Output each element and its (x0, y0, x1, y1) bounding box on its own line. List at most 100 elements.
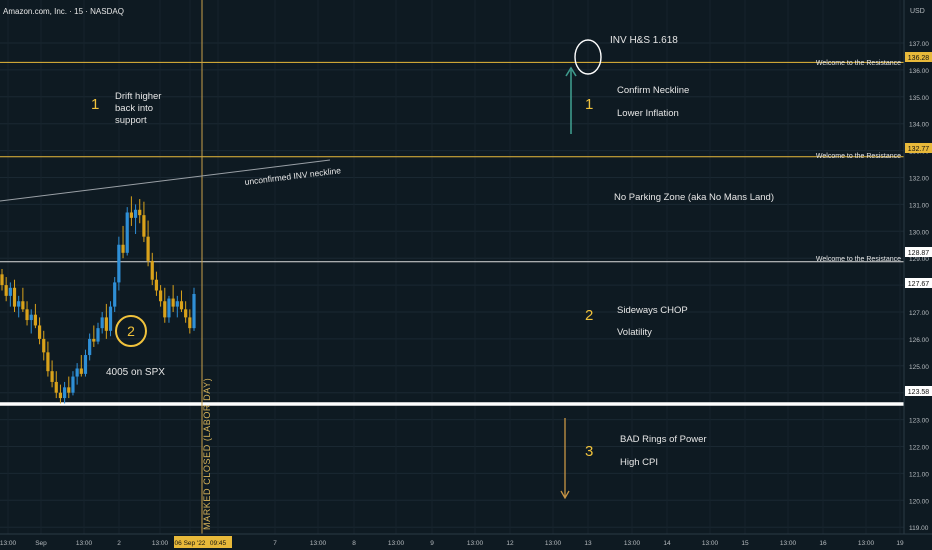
badge-r1: 136.28 (905, 52, 932, 62)
price-tick-label: 122.00 (909, 445, 929, 452)
market-closed-label: MARKED CLOSED (LABOR DAY) (202, 378, 212, 530)
price-tick-label: 126.00 (909, 337, 929, 344)
spx-label: 4005 on SPX (106, 367, 165, 378)
candle-body (150, 260, 154, 280)
time-tick-label: 19 (896, 540, 904, 547)
candle-body (184, 309, 188, 318)
candle-body (100, 317, 104, 329)
candle-body (29, 314, 33, 321)
time-tick-label: 2 (117, 540, 121, 547)
candle-body (17, 301, 21, 307)
candle-body (4, 285, 8, 296)
time-tick-label: 13:00 (780, 540, 797, 547)
candle-body (42, 338, 46, 353)
price-tick-label: 121.00 (909, 471, 929, 478)
time-tick-label: 13:00 (624, 540, 641, 547)
high-cpi-label: High CPI (620, 457, 658, 468)
time-tick-label: 13:00 (0, 540, 17, 547)
arrow-up-icon (565, 66, 577, 77)
candle-body (104, 317, 108, 331)
time-tick-label: 13:00 (388, 540, 405, 547)
neckline (0, 159, 331, 202)
candle-body (113, 282, 117, 307)
candle-body (88, 338, 92, 356)
candle-body (142, 215, 146, 237)
currency-label: USD (910, 8, 925, 15)
candle-body (50, 371, 54, 382)
price-tick-label: 136.00 (909, 68, 929, 75)
candle-body (46, 352, 50, 372)
candle-body (171, 298, 175, 307)
time-axis[interactable]: 13:00 Sep 13:00 2 13:00 06 Sep '22 09:45 7 13:00… (0, 536, 904, 548)
candle-body (67, 387, 71, 393)
time-tick-label: 06 Sep '22 (175, 540, 206, 547)
time-tick-label: 13:00 (76, 540, 93, 547)
time-tick-label: 13:00 (702, 540, 719, 547)
lower-inflation-label: Lower Inflation (617, 108, 679, 119)
candle-body (154, 279, 159, 291)
candle-body (33, 314, 37, 326)
badge-last-price: 127.67 (905, 278, 932, 288)
candle-body (92, 338, 96, 342)
candles (0, 196, 196, 404)
inv-hs-circle (574, 39, 602, 75)
candle-body (175, 301, 179, 307)
time-tick-label: 7 (273, 540, 277, 547)
time-tick-label: 9 (430, 540, 434, 547)
no-parking-label: No Parking Zone (aka No Mans Land) (614, 192, 774, 203)
candle-body (21, 301, 25, 310)
time-tick-label: 13:00 (310, 540, 327, 547)
time-tick-label: 09:45 (210, 540, 227, 547)
selected-date-badge (174, 536, 232, 548)
candle-body (8, 287, 12, 296)
candle-body (12, 287, 17, 307)
time-tick-label: 8 (352, 540, 356, 547)
welcome-label-2: Welcome to the Resistance (816, 153, 901, 160)
welcome-label-3: Welcome to the Resistance (816, 256, 901, 263)
time-tick-label: 15 (741, 540, 749, 547)
candle-body (138, 209, 142, 216)
candle-body (96, 328, 100, 342)
candle-body (129, 212, 133, 218)
right3-number: 3 (585, 443, 593, 460)
circle-2-number: 2 (127, 323, 135, 339)
right2-number: 2 (585, 307, 593, 324)
candle-body (0, 274, 4, 286)
time-tick-label: 14 (663, 540, 671, 547)
confirm-neckline-label: Confirm Neckline (617, 85, 689, 96)
badge-r2: 132.77 (905, 143, 932, 153)
price-tick-label: 131.00 (909, 202, 929, 209)
time-tick-label: 13:00 (545, 540, 562, 547)
zone1-line1: Drift higher (115, 91, 161, 102)
arrow-down-icon (560, 490, 570, 500)
bad-rings-label: BAD Rings of Power (620, 434, 707, 445)
price-tick-label: 137.00 (909, 41, 929, 48)
candle-body (163, 301, 167, 318)
price-tick-label: 123.00 (909, 418, 929, 425)
grid (0, 42, 904, 528)
candle-body (25, 309, 29, 321)
candle-body (37, 325, 42, 339)
time-tick-label: 13:00 (467, 540, 484, 547)
zone1-line2: back into (115, 103, 153, 114)
candle-body (58, 392, 63, 399)
candle-body (117, 244, 121, 283)
inv-hs-label: INV H&S 1.618 (610, 35, 678, 46)
candle-body (125, 212, 129, 253)
time-tick-label: 13:00 (858, 540, 875, 547)
svg-text:136.28: 136.28 (908, 55, 930, 62)
price-tick-label: 134.00 (909, 122, 929, 129)
price-tick-label: 130.00 (909, 229, 929, 236)
candle-body (83, 355, 88, 374)
candle-body (121, 244, 125, 253)
candle-body (75, 368, 79, 377)
candle-body (71, 376, 75, 393)
symbol-title: Amazon.com, Inc. · 15 · NASDAQ (3, 7, 124, 16)
candle-body (167, 298, 171, 318)
svg-text:132.77: 132.77 (908, 146, 930, 153)
zone1-number: 1 (91, 96, 99, 113)
badge-support: 123.58 (905, 386, 932, 396)
sideways-chop-label: Sideways CHOP (617, 305, 688, 316)
time-tick-label: 12 (506, 540, 514, 547)
